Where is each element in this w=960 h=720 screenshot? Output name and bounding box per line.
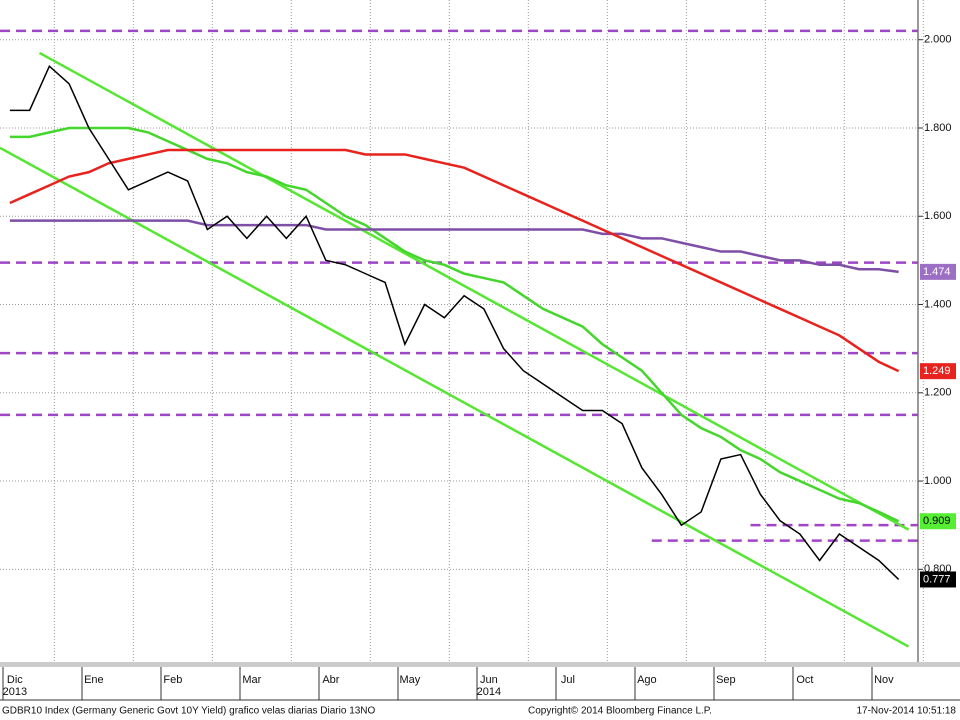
end-label-bg [920, 513, 956, 530]
x-tick-label: Abr [322, 674, 339, 686]
timestamp: 17-Nov-2014 10:51:18 [856, 706, 956, 717]
y-tick-label: 1.600 [924, 210, 952, 222]
y-tick-label: 1.400 [924, 298, 952, 310]
end-value-label: 1.474 [923, 266, 951, 278]
y-tick-label: 1.000 [924, 475, 952, 487]
x-tick-label: Ago [637, 674, 657, 686]
end-value-label: 0.777 [923, 573, 951, 585]
end-label-bg [920, 263, 956, 280]
x-tick-label: May [399, 674, 420, 686]
x-tick-label: Feb [163, 674, 182, 686]
copyright: Copyright© 2014 Bloomberg Finance L.P. [528, 706, 712, 717]
x-tick-label: Sep [716, 674, 736, 686]
trend-line [0, 146, 910, 648]
series-line [9, 219, 899, 274]
end-label-bg [920, 363, 956, 380]
x-tick-label: Dic [7, 674, 23, 686]
footer-title: GDBR10 Index (Germany Generic Govt 10Y Y… [2, 706, 376, 717]
x-tick-label: Mar [242, 674, 261, 686]
end-value-label: 1.249 [923, 365, 951, 377]
y-tick-label: 2.000 [924, 34, 952, 46]
x-tick-label: Oct [796, 674, 813, 686]
x-year-label: 2013 [3, 686, 27, 698]
x-tick-label: Jul [561, 674, 575, 686]
series-line [9, 126, 900, 523]
x-tick-label: Ene [84, 674, 104, 686]
end-label-bg [920, 571, 956, 588]
y-tick-label: 1.200 [924, 387, 952, 399]
trend-line [38, 51, 910, 531]
x-tick-label: Jun [480, 674, 498, 686]
x-year-label: 2014 [477, 686, 501, 698]
x-tick-label: Nov [874, 674, 894, 686]
x-axis-band [0, 662, 960, 667]
series-line [9, 148, 900, 373]
series-line [9, 64, 900, 581]
end-value-label: 0.909 [923, 515, 951, 527]
y-tick-label: 1.800 [924, 122, 952, 134]
